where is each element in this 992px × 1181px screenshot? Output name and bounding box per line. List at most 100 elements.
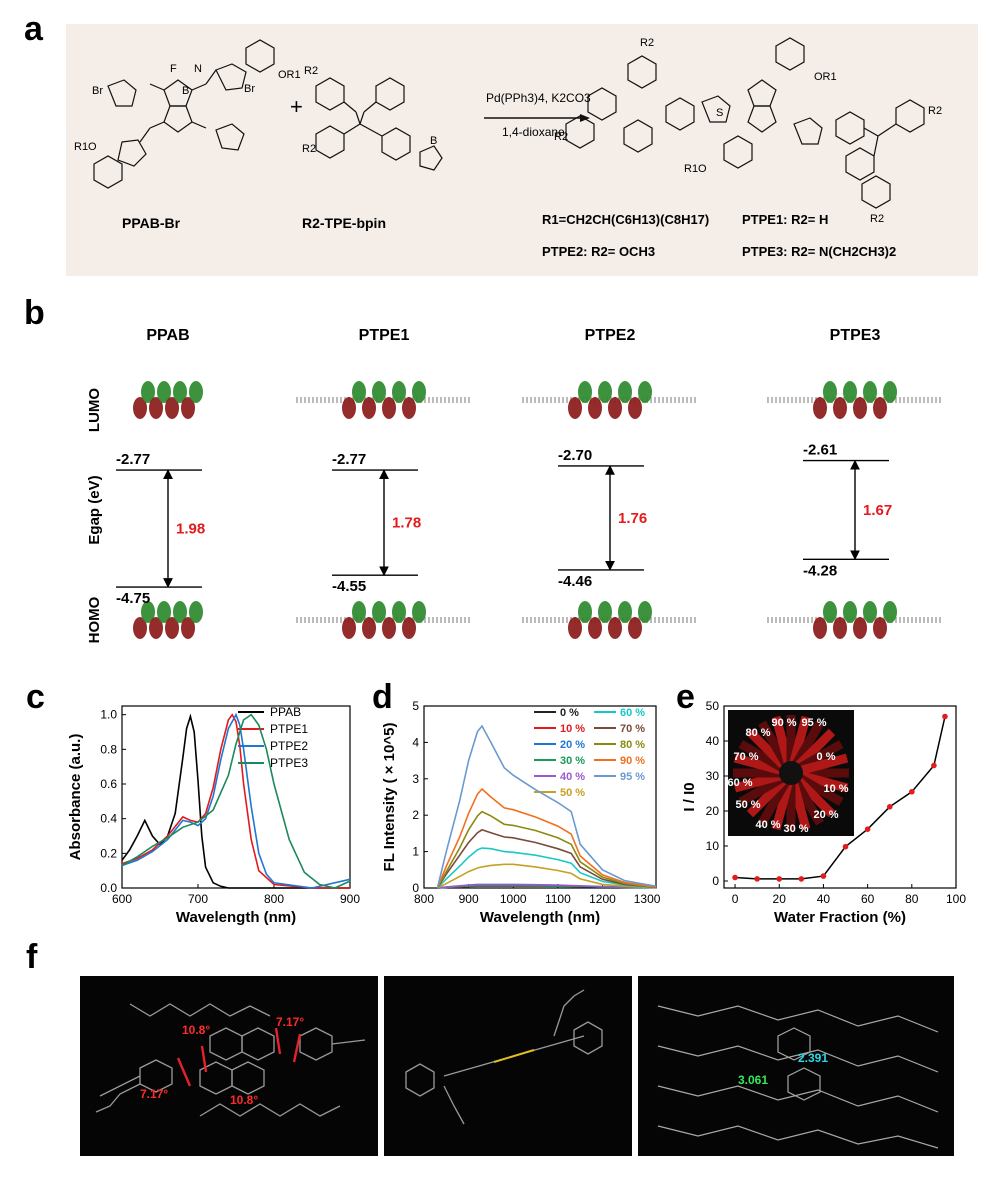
legend-label-ppab: PPAB [270,705,301,719]
gap-value-ptpe2: 1.76 [618,510,647,527]
fluorescence-chart: 800 900 1000 1100 1200 1300 0 1 2 3 4 5 Wavelength (… [381,699,661,926]
y-tick-label-e-10: 10 [706,839,720,853]
fl-legend-label-6: 60 % [620,707,645,719]
atom-b-2: B [430,135,437,147]
fl-legend-label-4: 40 % [560,771,585,783]
inset-label-3: 30 % [783,823,808,835]
gap-value-ptpe3: 1.67 [863,502,892,519]
gap-value-ptpe1: 1.78 [392,515,421,532]
lumo-orbital-ppab [133,381,203,419]
atom-r2-4: R2 [554,131,568,143]
fl-legend-label-1: 10 % [560,723,585,735]
ratio-point-5 [842,843,849,850]
r1-definition: R1=CH2CH(C6H13)(C8H17) [542,212,709,227]
molecule-name-ptpe3: PTPE3 [830,327,881,344]
aie-ratio-chart: 0 20 40 60 80 100 0 10 20 30 40 50 Water Fraction (%… [681,699,966,926]
x-tick-label-d-1300: 1300 [634,892,661,906]
distance-label-2: 2.391 [798,1051,828,1065]
lumo-value-ptpe3: -2.61 [803,442,837,459]
panel-label-b: b [24,294,45,332]
fl-legend-label-7: 70 % [620,723,645,735]
x-tick-label-e-20: 20 [773,892,787,906]
crystal-view-2 [384,976,632,1156]
ratio-point-4 [820,873,827,879]
ratio-point-7 [886,804,893,810]
atom-or1-1: OR1 [278,69,301,81]
angle-label-1: 10.8° [182,1023,210,1037]
atom-r2-1: R2 [304,65,318,77]
solvent-label: 1,4-dioxane [502,125,565,139]
x-tick-label-c-600: 600 [112,892,132,906]
y-tick-label-c-0.4: 0.4 [100,812,117,826]
fl-legend-label-0: 0 % [560,707,579,719]
homo-orbital-ptpe3 [767,601,943,639]
y-tick-label-e-0: 0 [712,874,719,888]
crystal-view-3: 3.061 2.391 [638,976,954,1156]
fl-legend-label-2: 20 % [560,739,585,751]
ptpe1-definition: PTPE1: R2= H [742,212,828,227]
lumo-value-ppab: -2.77 [116,451,150,468]
lumo-orbital-ptpe3 [767,381,943,419]
series-line-ptpe3 [121,713,351,889]
y-tick-label-c-1.0: 1.0 [100,708,117,722]
inset-label-7: 70 % [733,751,758,763]
inset-label-4: 40 % [755,819,780,831]
homo-orbital-ptpe1 [296,601,472,639]
homo-orbital-ppab [133,601,203,639]
ratio-point-6 [864,826,871,832]
inset-label-6: 60 % [727,777,752,789]
inset-label-10: 95 % [801,717,826,729]
y-tick-label-d-1: 1 [412,845,419,859]
ratio-point-0 [732,874,738,881]
row-label-lumo: LUMO [86,388,103,432]
y-tick-label-d-3: 3 [412,772,419,786]
x-tick-label-d-1000: 1000 [500,892,527,906]
y-axis-title-d: FL Intensity ( × 10^5) [381,723,398,872]
y-tick-label-e-50: 50 [706,699,720,713]
panel-label-c: c [26,678,45,716]
atom-n-1: N [194,63,202,75]
atom-br-1: Br [92,85,103,97]
row-label-homo: HOMO [86,596,103,643]
absorbance-chart: 600 700 800 900 0.0 0.2 0.4 0.6 0.8 1.0 Wavelength… [67,705,360,926]
angle-label-2: 7.17° [276,1015,304,1029]
atom-b-1: B [182,85,189,97]
tpe-bpin-label: R2-TPE-bpin [302,215,386,231]
crystal-view-1: 10.8° 7.17° 7.17° 10.8° [80,976,378,1156]
y-tick-label-e-30: 30 [706,769,720,783]
ratio-point-2 [776,876,783,882]
y-tick-label-c-0.0: 0.0 [100,881,117,895]
x-axis-title-d: Wavelength (nm) [480,909,600,926]
plot-frame-e [723,705,957,889]
molecule-name-ppab: PPAB [146,327,189,344]
vial-inset: 0 % 10 % 20 % 30 %40 % 50 % 60 % 70 % 80 %90 % 9… [727,710,854,836]
scheme-structures: Br Br F B N OR1 R1O R2 R2 B R2 R2 R2 R2 … [74,37,942,259]
atom-or1-2: OR1 [814,71,837,83]
x-tick-label-d-1100: 1100 [545,892,571,906]
inset-label-8: 80 % [745,727,770,739]
atom-r1o-2: R1O [684,163,707,175]
plus-sign: + [290,94,303,119]
fl-series-4 [437,883,657,889]
ratio-point-3 [798,876,805,882]
reaction-scheme: Br Br F B N OR1 R1O R2 R2 B R2 R2 R2 R2 … [66,24,978,276]
atom-r1o-1: R1O [74,141,97,153]
y-tick-label-d-0: 0 [412,881,419,895]
x-tick-label-c-800: 800 [264,892,284,906]
row-label-egap: Egap (eV) [86,475,103,544]
homo-value-ptpe3: -4.28 [803,562,837,579]
series-line-ptpe1 [121,713,350,889]
plot-frame-d [423,705,657,889]
y-tick-label-c-0.8: 0.8 [100,742,117,756]
x-tick-label-e-0: 0 [732,892,739,906]
y-tick-label-c-0.2: 0.2 [100,846,117,860]
catalyst-label: Pd(PPh3)4, K2CO3 [486,91,591,105]
panel-label-f: f [26,938,38,976]
homo-value-ptpe2: -4.46 [558,573,592,590]
atom-s-1: S [716,107,723,119]
x-axis-title-e: Water Fraction (%) [774,909,906,926]
lumo-orbital-ptpe2 [522,381,698,419]
x-tick-label-c-900: 900 [340,892,360,906]
atom-r2-6: R2 [870,213,884,225]
atom-br-2: Br [244,83,255,95]
